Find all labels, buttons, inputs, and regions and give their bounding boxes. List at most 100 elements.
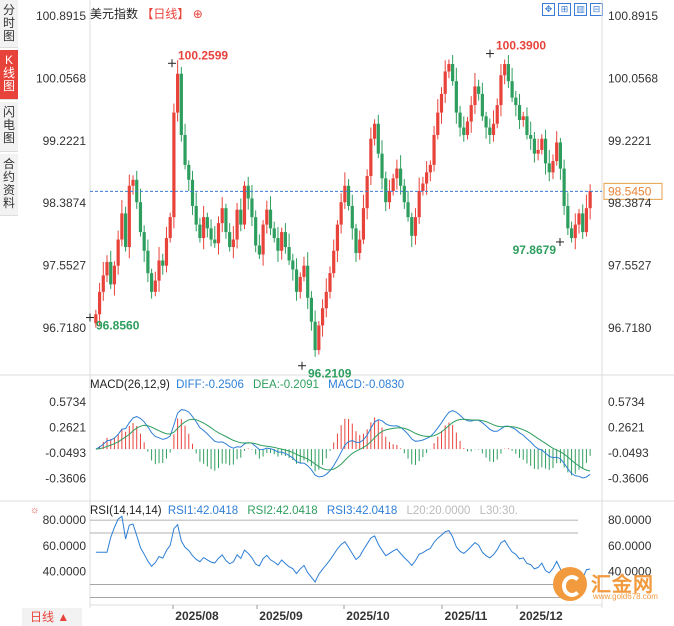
- candle-body: [406, 202, 410, 218]
- price-annotation: 96.2109: [308, 367, 352, 381]
- price-annotations: 98.5450 100.2599 96.8560 96.2109 100.3900 97.…: [86, 39, 663, 381]
- macd-value-label: MACD:-0.0830: [328, 379, 405, 391]
- candle-body: [436, 112, 440, 135]
- tab-contract-info-label: 合约资料: [2, 157, 15, 210]
- tab-contract-info[interactable]: 合约资料: [0, 154, 18, 216]
- candle-body: [194, 205, 198, 225]
- period-selector[interactable]: 日线 ▲: [22, 608, 82, 626]
- candle-body: [276, 238, 280, 251]
- candle-body: [213, 239, 217, 244]
- candle-body: [205, 217, 209, 229]
- candle-body: [228, 232, 232, 248]
- add-indicator-icon[interactable]: ⊕: [192, 7, 203, 21]
- tab-timeline-label: 分时图: [2, 3, 15, 43]
- candle-body: [354, 228, 358, 253]
- rsi-title: RSI(14,14,14): [90, 505, 162, 517]
- candlestick-series: [94, 55, 592, 357]
- price-annotation: 100.2599: [178, 48, 228, 62]
- candle-body: [127, 185, 131, 248]
- candle-body: [540, 138, 544, 150]
- candle-body: [410, 217, 414, 236]
- y-tick-label: 100.0568: [608, 71, 658, 85]
- current-price-label: 98.5450: [608, 184, 652, 198]
- candle-body: [465, 121, 470, 135]
- candle-body: [309, 297, 314, 322]
- candle-body: [306, 265, 310, 298]
- rsi-legend: RSI(14,14,14) RSI1:42.0418 RSI2:42.0418 …: [90, 505, 518, 517]
- current-price-box: [603, 182, 663, 200]
- candle-body: [131, 179, 135, 186]
- x-tick-label: 2025/10: [346, 609, 390, 623]
- candle-body: [209, 228, 213, 240]
- logo-text: 汇金网: [591, 574, 654, 596]
- candle-body: [506, 64, 510, 82]
- x-tick-label: 2025/08: [175, 609, 219, 623]
- macd-diff-label: DIFF:-0.2506: [176, 379, 244, 391]
- candle-body: [451, 64, 455, 82]
- candle-body: [97, 291, 102, 315]
- candle-body: [387, 191, 392, 203]
- period-tag[interactable]: 【日线】: [141, 7, 190, 21]
- candle-body: [328, 273, 332, 292]
- candle-body: [488, 127, 492, 135]
- candle-body: [503, 64, 507, 76]
- candle-body: [187, 164, 191, 180]
- price-annotation: 96.8560: [96, 319, 140, 333]
- candle-body: [235, 209, 239, 240]
- x-tick-label: 2025/09: [259, 609, 303, 623]
- candle-body: [164, 238, 169, 266]
- candle-body: [101, 275, 105, 292]
- candle-body: [395, 168, 399, 179]
- candle-body: [231, 239, 235, 248]
- candle-body: [439, 93, 444, 113]
- rsi-tick-label: 40.0000: [43, 565, 87, 579]
- candle-body: [324, 291, 328, 309]
- candle-body: [469, 105, 473, 122]
- rsi2-label: RSI2:42.0418: [247, 505, 318, 517]
- watermark-logo: 汇金网 www.gold678.com: [553, 567, 663, 605]
- macd-tick-label: -0.3606: [45, 472, 86, 486]
- x-tick-label: 2025/12: [519, 609, 563, 623]
- rsi-settings-icon[interactable]: ☼: [30, 505, 40, 516]
- candle-body: [584, 208, 589, 233]
- tab-kline[interactable]: K线图: [0, 50, 18, 100]
- candle-body: [109, 261, 113, 285]
- candle-body: [239, 209, 243, 225]
- candle-body: [246, 185, 250, 199]
- candle-body: [517, 105, 522, 121]
- macd-panel: [95, 409, 591, 479]
- tab-timeline[interactable]: 分时图: [0, 0, 18, 48]
- candle-body: [491, 123, 496, 135]
- logo-url: www.gold678.com: [593, 592, 658, 601]
- candle-body: [532, 138, 536, 154]
- candle-body: [529, 134, 533, 139]
- tab-flash-chart[interactable]: 闪电图: [0, 102, 18, 152]
- bar-chart-icon[interactable]: ▥: [574, 3, 587, 16]
- x-tick-label: 2025/11: [445, 609, 488, 623]
- candle-body: [172, 112, 176, 218]
- candle-body: [555, 142, 559, 162]
- candle-body: [280, 232, 284, 251]
- price-annotation: 97.8679: [513, 243, 557, 257]
- candle-body: [317, 325, 321, 351]
- candle-body: [220, 208, 224, 224]
- side-tab-bar: 分时图 K线图 闪电图 合约资料: [0, 0, 18, 216]
- y-tick-label: 99.2221: [43, 134, 87, 148]
- macd-dea-label: DEA:-0.2091: [253, 379, 319, 391]
- candle-body: [425, 172, 429, 184]
- candle-body: [495, 105, 499, 124]
- macd-legend: MACD(26,12,9) DIFF:-0.2506 DEA:-0.2091 M…: [90, 379, 404, 391]
- candle-body: [417, 191, 421, 218]
- candle-body: [365, 176, 369, 209]
- candle-body: [581, 213, 585, 233]
- move-icon[interactable]: ✥: [542, 3, 555, 16]
- candle-body: [161, 260, 165, 266]
- candle-body: [320, 308, 325, 326]
- candle-body: [428, 164, 432, 173]
- y-tick-label: 100.0568: [36, 71, 86, 85]
- candle-body: [380, 153, 384, 179]
- candle-body: [142, 232, 146, 251]
- expand-icon[interactable]: ⊞: [558, 3, 571, 16]
- candle-body: [123, 213, 128, 248]
